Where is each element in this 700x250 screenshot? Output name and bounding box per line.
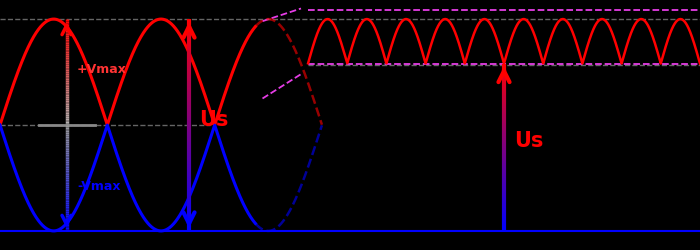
Text: +Vmax: +Vmax bbox=[77, 64, 127, 76]
Text: Us: Us bbox=[514, 131, 544, 151]
Text: -Vmax: -Vmax bbox=[77, 180, 120, 193]
Text: Us: Us bbox=[199, 110, 229, 130]
